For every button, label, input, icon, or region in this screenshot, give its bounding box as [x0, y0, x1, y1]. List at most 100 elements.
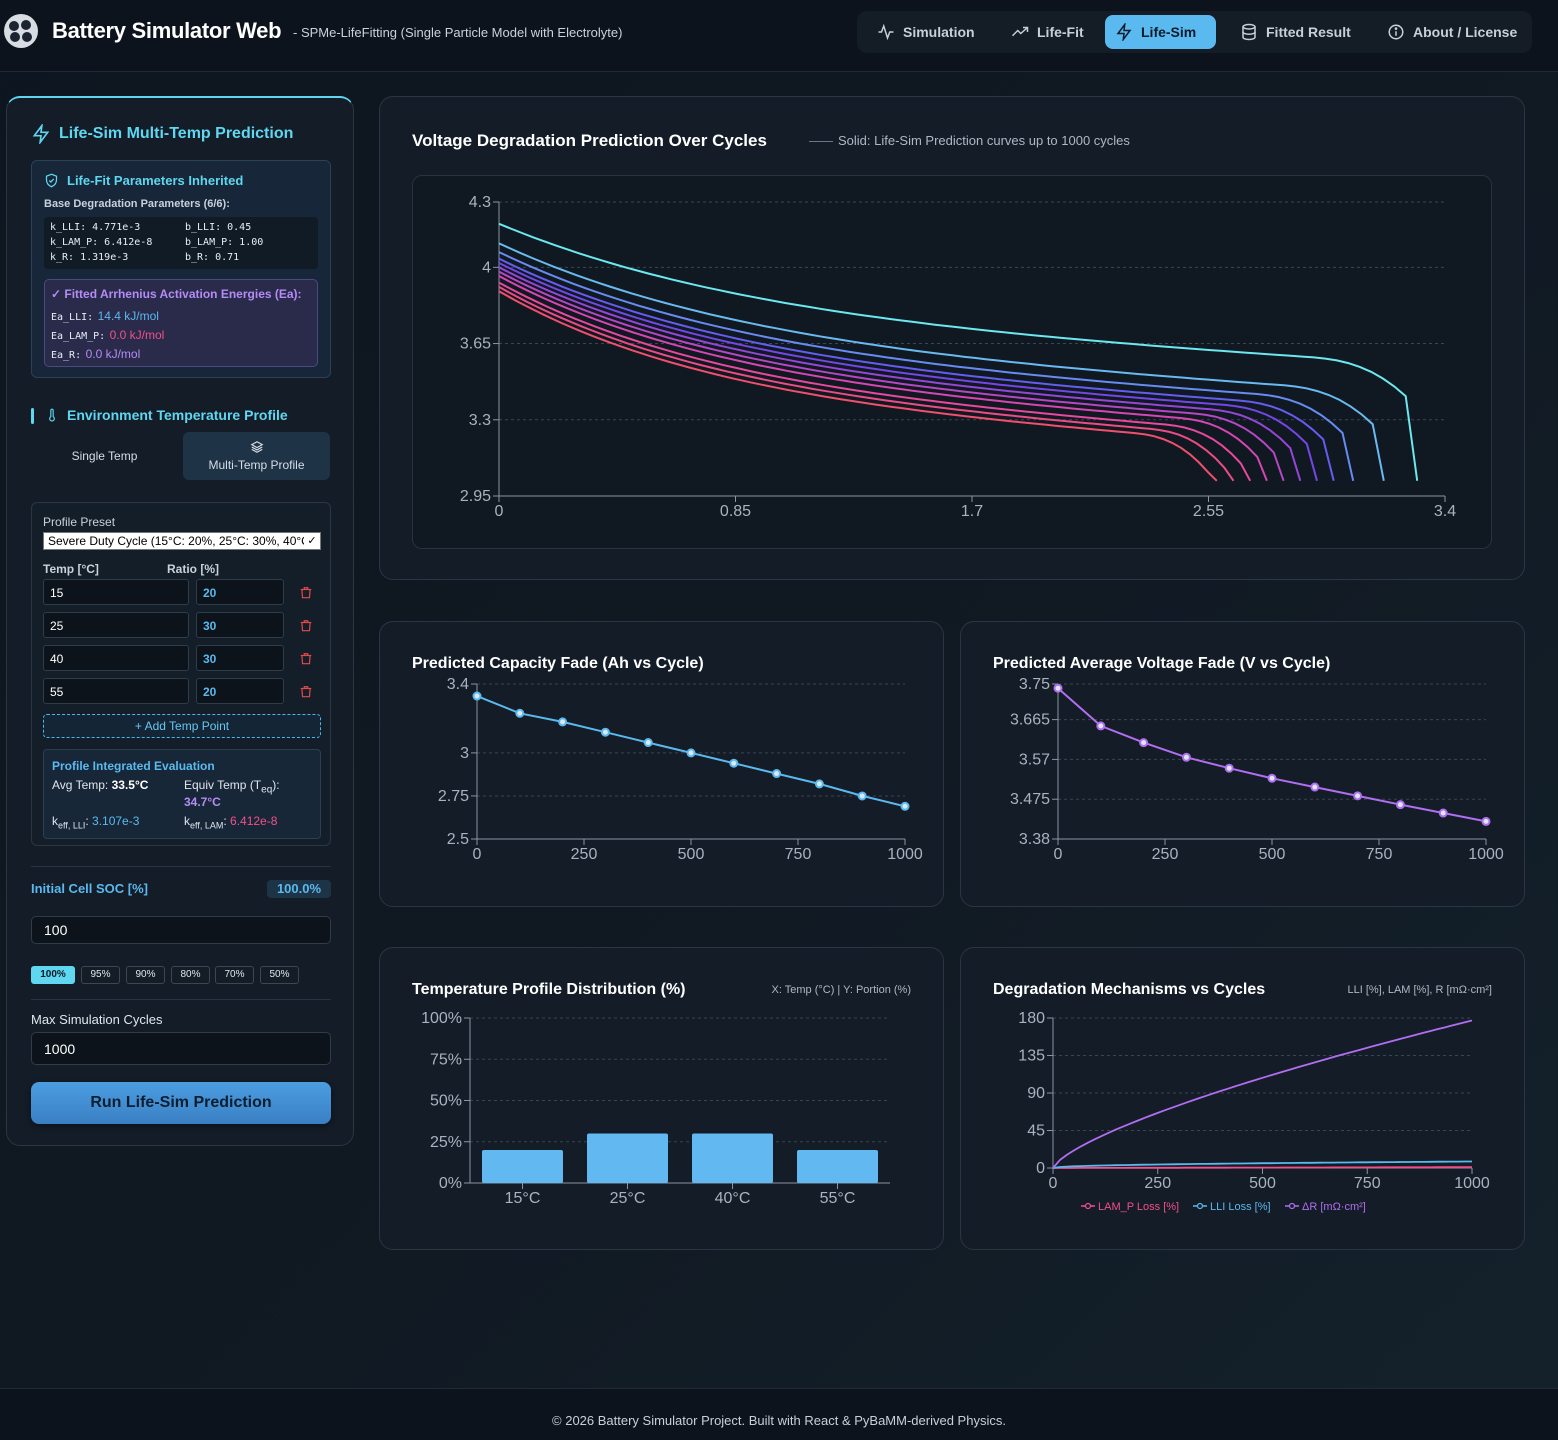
ratio-header: Ratio [%] — [167, 562, 219, 576]
cycles-input[interactable]: 1000 — [31, 1032, 331, 1065]
equiv-temp-value: 34.7°C — [184, 795, 221, 809]
ea-lam-row: Ea_LAM_P: 0.0 kJ/mol — [51, 328, 165, 342]
preset-select[interactable]: Severe Duty Cycle (15°C: 20%, 25°C: 30%,… — [43, 532, 321, 550]
data-point — [600, 727, 610, 737]
keff-lam: keff, LAM: 6.412e-8 — [184, 814, 278, 831]
app-subtitle: - SPMe-LifeFitting (Single Particle Mode… — [293, 25, 623, 40]
data-point — [515, 708, 525, 718]
info-icon — [1388, 24, 1404, 40]
tab-fitted-result[interactable]: Fitted Result — [1230, 15, 1361, 49]
data-point — [1267, 773, 1277, 783]
mechanisms-panel: Degradation Mechanisms vs Cycles LLI [%]… — [960, 947, 1525, 1250]
y-tick-label: 3.4 — [447, 676, 469, 693]
x-tick-label: 25°C — [610, 1190, 646, 1207]
multi-temp-option[interactable]: Multi-Temp Profile — [183, 432, 330, 480]
y-tick-label: 2.95 — [460, 488, 491, 505]
x-tick-label: 3.4 — [1434, 503, 1456, 520]
ratio-input[interactable]: 20 — [196, 579, 284, 605]
trash-icon[interactable] — [299, 619, 313, 633]
soc-chip-100[interactable]: 100% — [31, 966, 75, 984]
y-tick-label: 0% — [439, 1175, 462, 1192]
run-prediction-button[interactable]: Run Life-Sim Prediction — [31, 1082, 331, 1124]
x-tick-label: 0 — [473, 846, 482, 863]
soc-chip-70[interactable]: 70% — [215, 966, 254, 984]
y-tick-label: 3.665 — [1010, 712, 1050, 729]
x-tick-label: 250 — [1152, 846, 1179, 863]
ea-lli-row: Ea_LLI: 14.4 kJ/mol — [51, 309, 159, 323]
tab-life-fit[interactable]: Life-Fit — [1001, 15, 1094, 49]
temp-input[interactable]: 40 — [43, 645, 189, 671]
y-tick-label: 3.475 — [1010, 791, 1050, 808]
k-lli-value: k_LLI: 4.771e-3 — [50, 222, 141, 233]
soc-chip-90[interactable]: 90% — [126, 966, 165, 984]
b-r-value: b_R: 0.71 — [185, 252, 240, 263]
trash-icon[interactable] — [299, 685, 313, 699]
thermometer-icon — [49, 408, 55, 422]
ratio-input[interactable]: 30 — [196, 645, 284, 671]
y-tick-label: 45 — [1027, 1123, 1045, 1140]
chevron-down-icon[interactable]: ✓ — [304, 533, 320, 549]
data-point — [558, 717, 568, 727]
eval-title: Profile Integrated Evaluation — [52, 759, 215, 773]
y-tick-label: 180 — [1018, 1010, 1045, 1027]
y-tick-label: 0 — [1036, 1160, 1045, 1177]
y-tick-label: 135 — [1018, 1048, 1045, 1065]
voltage-curve — [498, 275, 1268, 482]
add-temp-point-button[interactable]: + Add Temp Point — [43, 714, 321, 738]
single-temp-option[interactable]: Single Temp — [71, 449, 138, 463]
preset-label: Profile Preset — [43, 515, 116, 529]
temp-input[interactable]: 25 — [43, 612, 189, 638]
data-point — [1395, 800, 1405, 810]
bar — [482, 1150, 563, 1183]
x-tick-label: 750 — [785, 846, 812, 863]
x-tick-label: 0 — [1054, 846, 1063, 863]
series-line — [1052, 1160, 1472, 1169]
main-nav: Simulation Life-Fit Life-Sim Fitted Resu… — [857, 11, 1532, 53]
section-accent — [31, 408, 34, 424]
x-tick-label: 1000 — [1468, 846, 1504, 863]
y-tick-label: 3.65 — [460, 336, 491, 353]
y-tick-label: 3.38 — [1019, 831, 1050, 848]
voltage-curve — [498, 242, 1385, 481]
soc-chip-95[interactable]: 95% — [81, 966, 120, 984]
temp-input[interactable]: 15 — [43, 579, 189, 605]
voltage-plot-area: 4.3 4 3.65 3.3 2.95 0 0.85 1.7 2.55 3.4 — [412, 175, 1492, 549]
lightning-icon — [1116, 23, 1132, 41]
soc-chip-80[interactable]: 80% — [171, 966, 210, 984]
tab-about-license[interactable]: About / License — [1377, 15, 1527, 49]
soc-chip-50[interactable]: 50% — [260, 966, 299, 984]
equiv-temp: Equiv Temp (Teq): — [184, 778, 280, 796]
data-point — [1353, 791, 1363, 801]
soc-input[interactable]: 100 — [31, 916, 331, 944]
legend-marker — [1288, 1202, 1296, 1210]
bar — [692, 1133, 773, 1183]
x-tick-label: 40°C — [715, 1190, 751, 1207]
x-tick-label: 750 — [1366, 846, 1393, 863]
avg-voltage-chart: 3.75 3.665 3.57 3.475 3.380 250 500 750 1000 — [1010, 676, 1504, 863]
series-line — [1057, 687, 1487, 823]
y-tick-label: 100% — [421, 1010, 462, 1027]
capacity-panel: Predicted Capacity Fade (Ah vs Cycle) 3.… — [379, 621, 944, 907]
data-point — [686, 748, 696, 758]
mechanisms-chart: 180 135 90 45 00 250 500 750 1000 LAM_P Loss [%] L… — [1018, 1010, 1490, 1213]
x-tick-label: 500 — [1259, 846, 1286, 863]
legend-line — [809, 141, 833, 142]
tab-simulation[interactable]: Simulation — [867, 15, 985, 49]
data-point — [1181, 752, 1191, 762]
trash-icon[interactable] — [299, 652, 313, 666]
base-params-label: Base Degradation Parameters (6/6): — [44, 198, 230, 210]
x-tick-label: 55°C — [820, 1190, 856, 1207]
ratio-input[interactable]: 30 — [196, 612, 284, 638]
series-line — [1053, 1166, 1472, 1169]
data-point — [472, 691, 482, 701]
ea-r-row: Ea_R: 0.0 kJ/mol — [51, 347, 141, 361]
ratio-input[interactable]: 20 — [196, 678, 284, 704]
trash-icon[interactable] — [299, 586, 313, 600]
y-tick-label: 4 — [482, 259, 491, 276]
x-tick-label: 250 — [571, 846, 598, 863]
temp-input[interactable]: 55 — [43, 678, 189, 704]
tab-life-sim[interactable]: Life-Sim — [1105, 15, 1216, 49]
y-tick-label: 3.3 — [469, 412, 491, 429]
voltage-chart-title: Voltage Degradation Prediction Over Cycl… — [412, 131, 767, 150]
app-logo — [4, 14, 38, 48]
